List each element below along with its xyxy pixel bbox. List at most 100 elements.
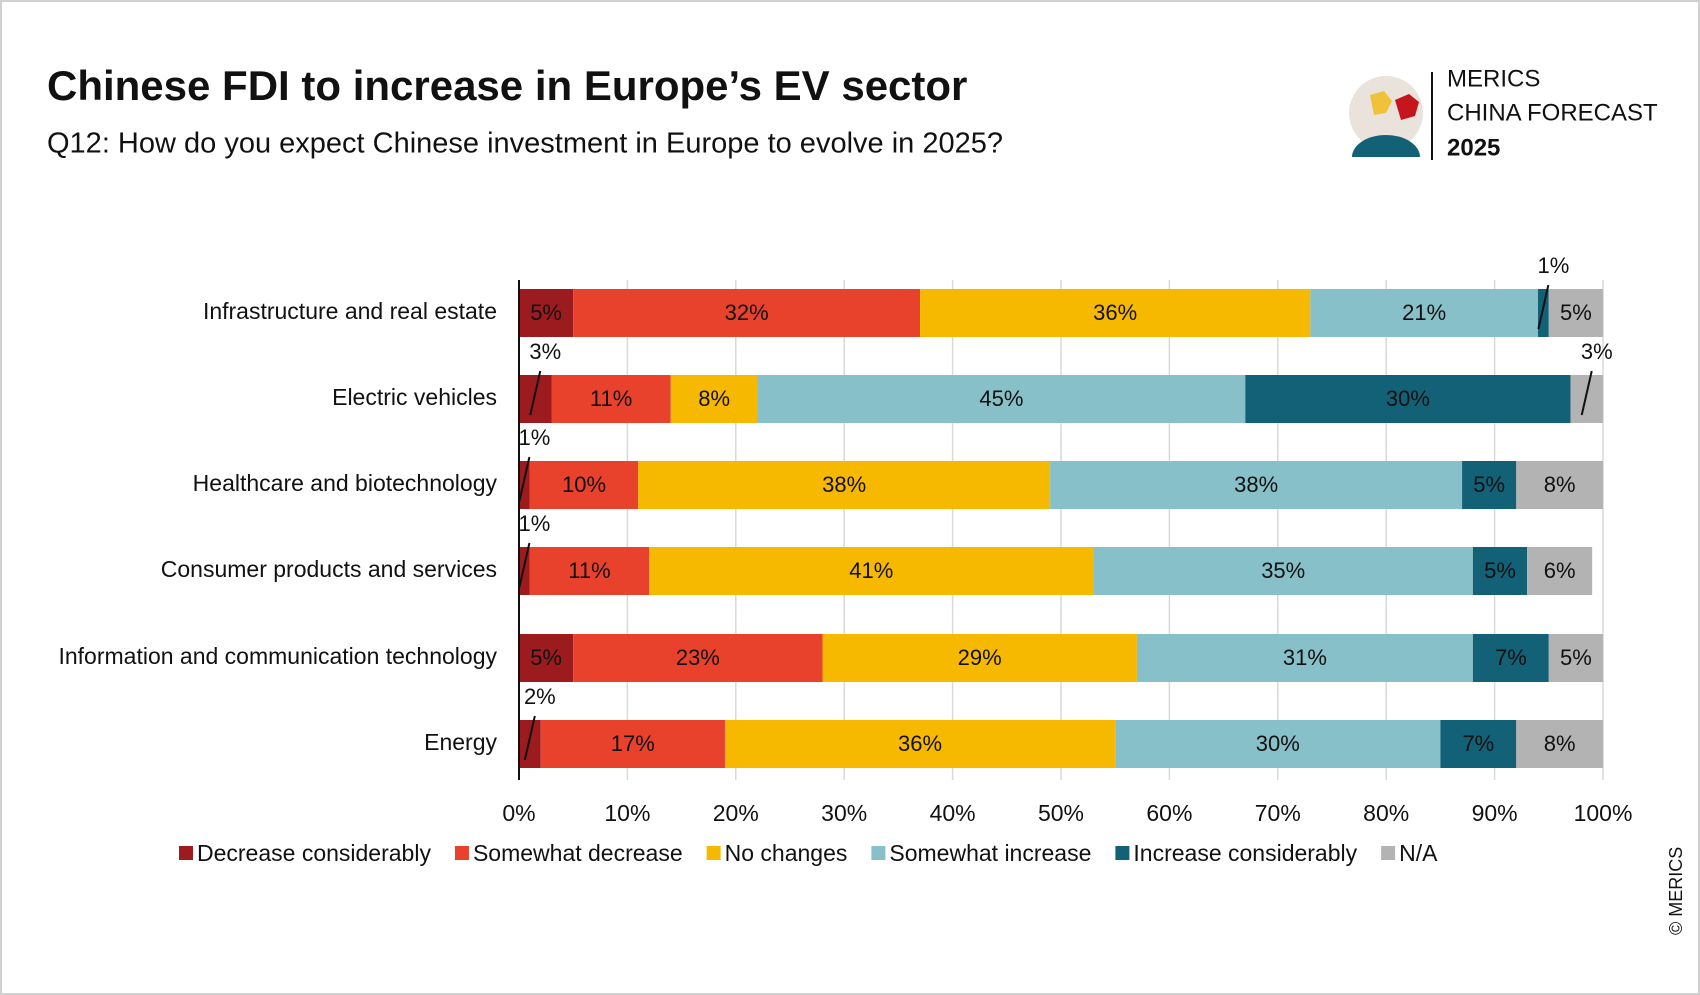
data-label: 11%	[590, 386, 632, 411]
x-tick-label: 30%	[821, 800, 867, 826]
bar-segment	[519, 375, 552, 423]
y-tick-label: Electric vehicles	[332, 384, 497, 410]
legend-swatch	[871, 846, 886, 860]
data-label: 36%	[1093, 300, 1137, 325]
data-label: 5%	[1560, 645, 1592, 670]
data-label: 8%	[698, 386, 730, 411]
data-label: 5%	[1560, 300, 1592, 325]
bar-segment	[1115, 720, 1441, 768]
data-label: 29%	[958, 645, 1002, 670]
bar-segment	[1516, 720, 1603, 768]
data-label: 3%	[529, 339, 561, 364]
callout-line	[1580, 370, 1593, 416]
bar-segment	[649, 547, 1094, 595]
copyright: © MERICS	[1666, 847, 1686, 935]
bar-segment	[540, 720, 725, 768]
data-label: 1%	[519, 511, 551, 536]
legend-label: Decrease considerably	[197, 840, 431, 866]
data-label: 6%	[1544, 558, 1576, 583]
x-tick-label: 40%	[930, 800, 976, 826]
data-label: 11%	[568, 558, 610, 583]
chart-subtitle: Q12: How do you expect Chinese investmen…	[47, 128, 1003, 160]
callout-line	[523, 715, 536, 761]
legend-label: Somewhat increase	[889, 840, 1091, 866]
y-tick-label: Energy	[424, 729, 497, 755]
bar-segment	[638, 461, 1051, 509]
legend-label: N/A	[1399, 840, 1438, 866]
data-label: 38%	[822, 472, 866, 497]
bar-segment	[519, 547, 530, 595]
data-label: 10%	[562, 472, 606, 497]
bar-segment	[529, 461, 639, 509]
data-label: 1%	[1537, 253, 1569, 278]
legend-swatch	[1115, 846, 1130, 860]
bar-segment	[1136, 634, 1473, 682]
bar-segment	[1548, 634, 1603, 682]
callout-line	[529, 370, 542, 416]
brand-line: 2025	[1447, 134, 1500, 161]
bar-segment	[1527, 547, 1593, 595]
callout-line	[518, 542, 531, 588]
data-label: 32%	[725, 300, 769, 325]
data-label: 8%	[1544, 472, 1576, 497]
y-tick-label: Infrastructure and real estate	[203, 298, 497, 324]
bar-segment	[822, 634, 1137, 682]
logo	[1349, 72, 1433, 160]
bar-segment	[519, 461, 530, 509]
bar-segment	[724, 720, 1116, 768]
data-label: 7%	[1462, 731, 1494, 756]
brand-line: CHINA FORECAST	[1447, 99, 1658, 126]
data-label: 7%	[1495, 645, 1527, 670]
bar-segment	[1548, 289, 1603, 337]
bar-segment	[670, 375, 758, 423]
x-tick-label: 20%	[713, 800, 759, 826]
data-label: 31%	[1283, 645, 1327, 670]
data-label: 1%	[519, 425, 551, 450]
bar-segment	[551, 375, 671, 423]
data-label: 5%	[1473, 472, 1505, 497]
data-label: 5%	[1484, 558, 1516, 583]
bar-segment	[1472, 634, 1549, 682]
bar-segment	[519, 720, 541, 768]
data-label: 8%	[1544, 731, 1576, 756]
callout-line	[518, 456, 531, 502]
data-label: 38%	[1234, 472, 1278, 497]
data-label: 3%	[1581, 339, 1613, 364]
chart-title: Chinese FDI to increase in Europe’s EV s…	[47, 62, 967, 109]
y-tick-label: Consumer products and services	[161, 556, 497, 582]
legend-label: Increase considerably	[1133, 840, 1357, 866]
data-label: 2%	[524, 684, 556, 709]
data-label: 45%	[979, 386, 1023, 411]
data-label: 36%	[898, 731, 942, 756]
bar-segment	[1472, 547, 1528, 595]
x-tick-label: 10%	[604, 800, 650, 826]
brand-line: MERICS	[1447, 65, 1540, 92]
data-label: 30%	[1256, 731, 1300, 756]
bar-segment	[1050, 461, 1463, 509]
bar-segment	[519, 634, 574, 682]
data-label: 30%	[1386, 386, 1430, 411]
bar-segment	[920, 289, 1311, 337]
bar-segment	[1440, 720, 1517, 768]
legend-swatch	[179, 846, 193, 860]
data-label: 41%	[849, 558, 893, 583]
data-label: 35%	[1261, 558, 1305, 583]
y-tick-label: Healthcare and biotechnology	[193, 470, 498, 496]
bar-segment	[757, 375, 1246, 423]
bar-segment	[1537, 289, 1549, 337]
x-tick-label: 0%	[502, 800, 535, 826]
data-label: 5%	[530, 300, 562, 325]
legend-swatch	[706, 846, 721, 860]
x-tick-label: 80%	[1363, 800, 1409, 826]
bar-segment	[1516, 461, 1603, 509]
bar-segment	[529, 547, 650, 595]
legend-label: Somewhat decrease	[473, 840, 683, 866]
data-label: 17%	[611, 731, 655, 756]
bar-segment	[1462, 461, 1517, 509]
x-tick-label: 70%	[1255, 800, 1301, 826]
bar-segment	[1570, 375, 1603, 423]
x-tick-label: 60%	[1146, 800, 1192, 826]
legend-swatch	[454, 846, 469, 860]
bar-segment	[573, 634, 823, 682]
